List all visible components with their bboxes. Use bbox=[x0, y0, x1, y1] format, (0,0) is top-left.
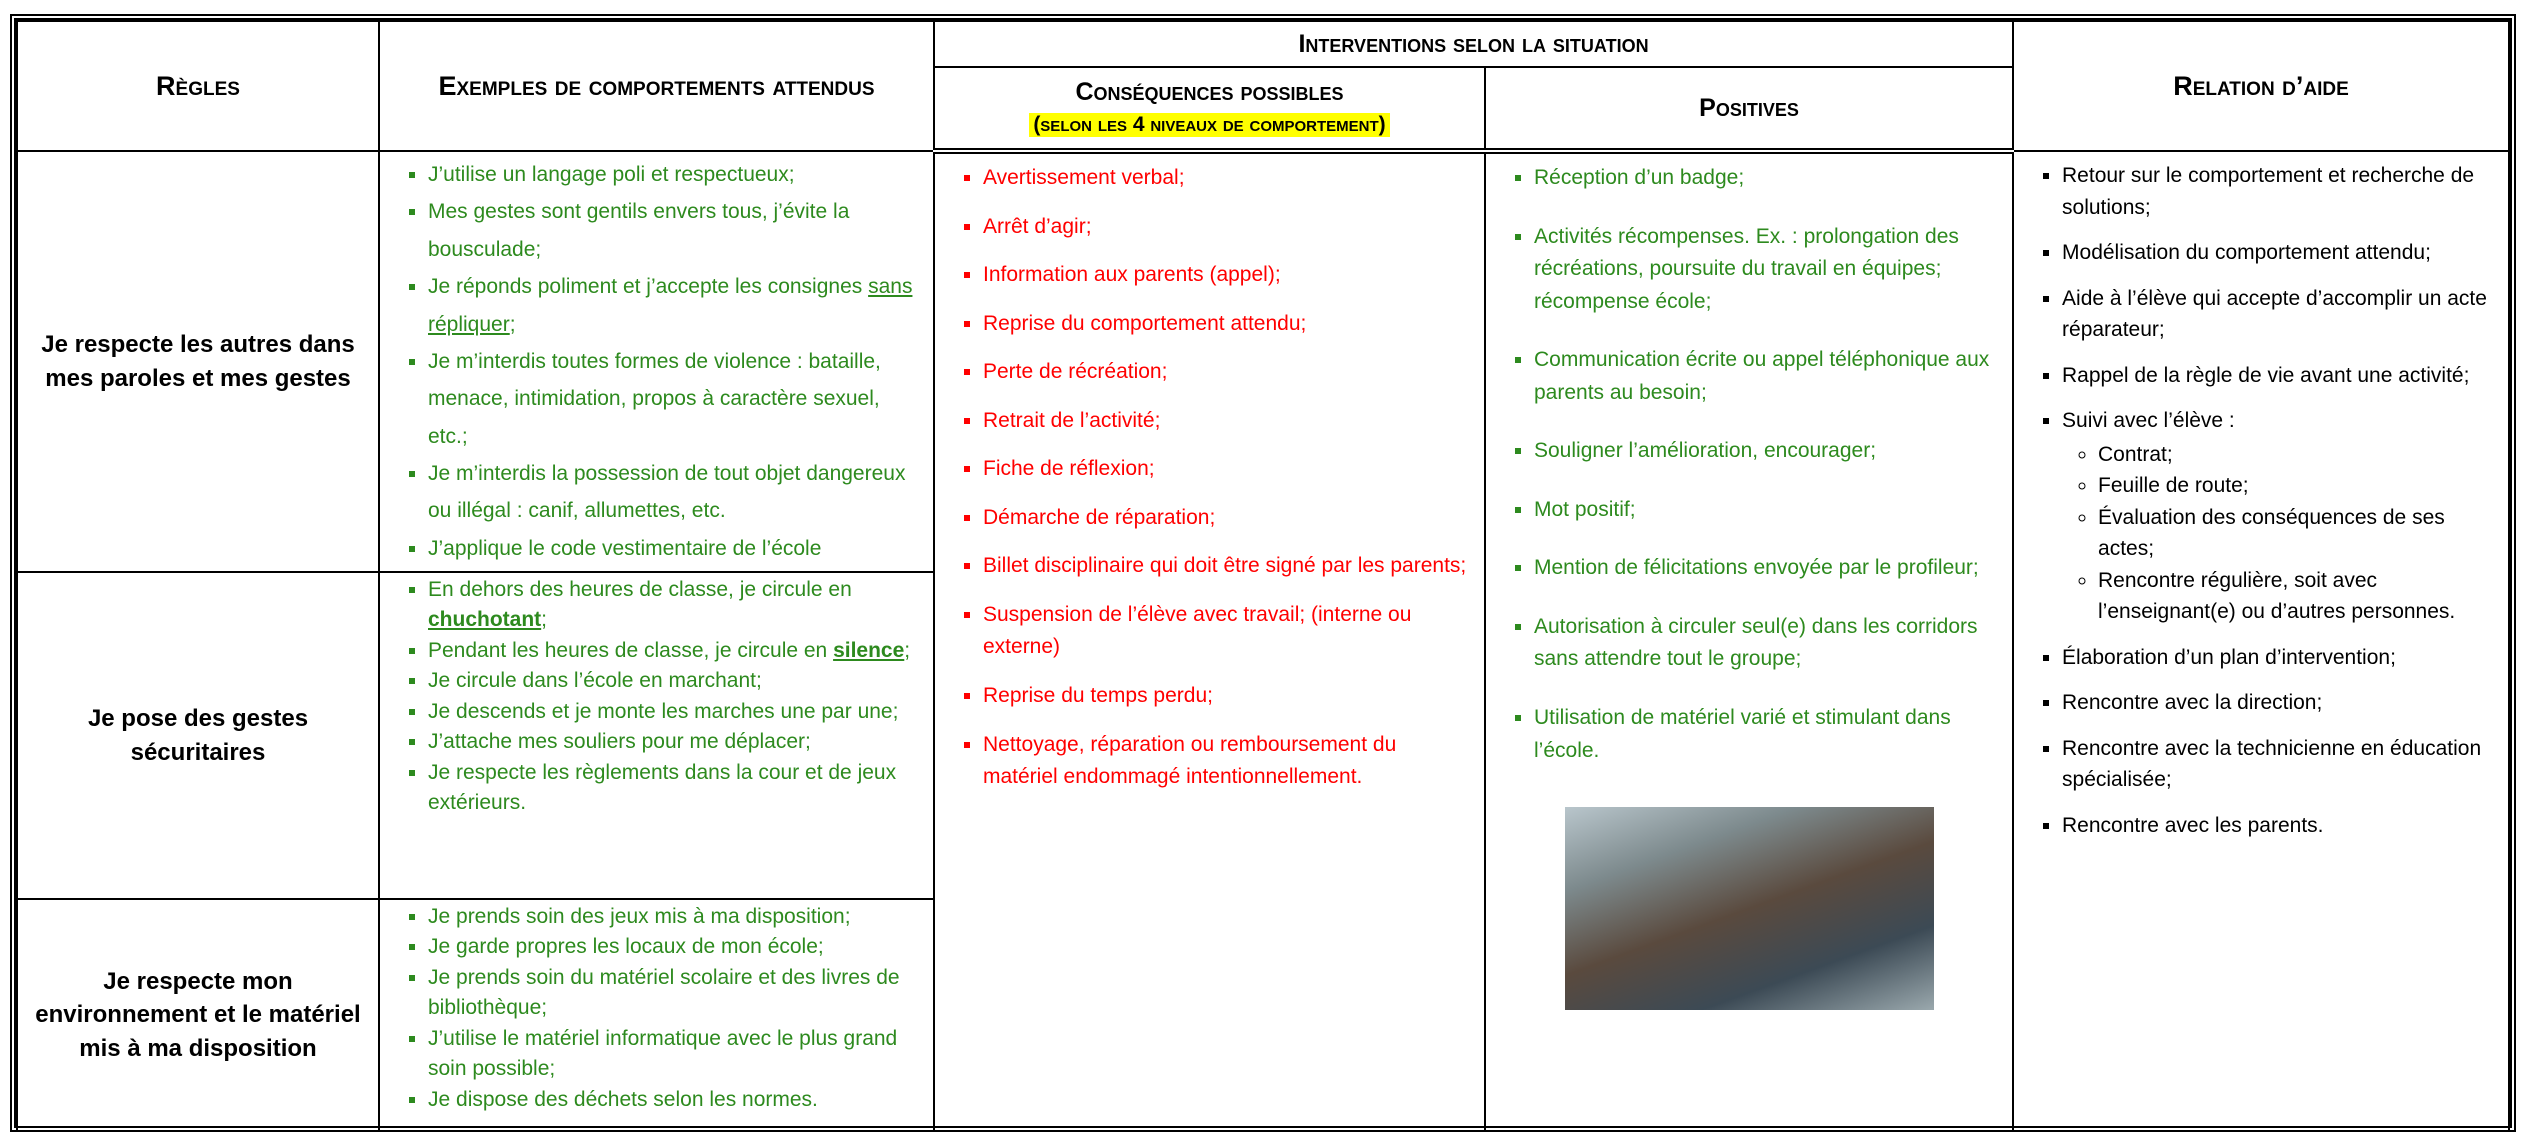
item-text: En dehors des heures de classe, je circu… bbox=[428, 578, 852, 601]
list-item: Avertissement verbal; bbox=[983, 162, 1472, 195]
list-item: Pendant les heures de classe, je circule… bbox=[428, 636, 921, 666]
positives-cell: Réception d’un badge; Activités récompens… bbox=[1483, 150, 2015, 1132]
list-item: Je garde propres les locaux de mon école… bbox=[428, 932, 921, 962]
list-item: Modélisation du comportement attendu; bbox=[2062, 237, 2496, 269]
classroom-photo bbox=[1564, 807, 1934, 1011]
list-item: Perte de récréation; bbox=[983, 356, 1472, 389]
list-item: Élaboration d’un plan d’intervention; bbox=[2062, 642, 2496, 674]
list-item: J’utilise le matériel informatique avec … bbox=[428, 1024, 921, 1085]
list-item: J’utilise un langage poli et respectueux… bbox=[428, 156, 921, 193]
header-cell: Relation d’aide bbox=[2012, 20, 2510, 152]
examples-cell: Je prends soin des jeux mis à ma disposi… bbox=[378, 898, 935, 1132]
header-cell: Positives bbox=[1483, 66, 2015, 154]
list-item: Fiche de réflexion; bbox=[983, 453, 1472, 486]
bullet-list: J’utilise un langage poli et respectueux… bbox=[381, 153, 932, 567]
body-row: Je respecte mon environnement et le maté… bbox=[16, 898, 2509, 1132]
document: Règles Exemples de comportements attendu… bbox=[10, 14, 2516, 1132]
list-item: Rencontre avec les parents. bbox=[2062, 810, 2496, 842]
consequences-cell: Avertissement verbal; Arrêt d’agir; Inform… bbox=[933, 150, 1486, 1132]
sub-item: Feuille de route; bbox=[2098, 470, 2484, 502]
list-item: Je circule dans l’école en marchant; bbox=[428, 666, 921, 696]
list-item: Je descends et je monte les marches une … bbox=[428, 697, 921, 727]
header-cell: Règles bbox=[16, 20, 380, 152]
list-item: Rappel de la règle de vie avant une acti… bbox=[2062, 360, 2496, 392]
header-cell: Interventions selon la situation bbox=[932, 20, 2015, 68]
item-text: ; bbox=[541, 608, 548, 632]
list-item: Je prends soin du matériel scolaire et d… bbox=[428, 963, 921, 1024]
list-item: Je prends soin des jeux mis à ma disposi… bbox=[428, 902, 921, 932]
examples-cell: J’utilise un langage poli et respectueux… bbox=[378, 150, 935, 573]
list-item: En dehors des heures de classe, je circu… bbox=[428, 575, 921, 636]
list-item: Souligner l’amélioration, encourager; bbox=[1534, 435, 2000, 468]
body-row: Je respecte les autres dans mes paroles … bbox=[16, 150, 2510, 1132]
header-cell: Exemples de comportements attendus bbox=[378, 20, 935, 152]
header-cell: Conséquences possibles (selon les 4 nive… bbox=[933, 66, 1486, 154]
list-item: Démarche de réparation; bbox=[983, 502, 1472, 535]
header-note: (selon les 4 niveaux de comportement) bbox=[1029, 113, 1390, 137]
list-item: Reprise du temps perdu; bbox=[983, 680, 1472, 713]
body-row: Je pose des gestes sécuritaires En dehors… bbox=[16, 571, 2509, 900]
list-item: Rencontre avec la technicienne en éducat… bbox=[2062, 733, 2496, 796]
item-text: Pendant les heures de classe, je circule… bbox=[428, 638, 834, 662]
list-item: Suspension de l’élève avec travail; (int… bbox=[983, 599, 1472, 664]
list-item: Suivi avec l’élève : Contrat;Feuille de r… bbox=[2062, 405, 2496, 628]
item-text: ; bbox=[509, 312, 516, 336]
rule-cell: Je respecte mon environnement et le maté… bbox=[16, 898, 380, 1132]
emphasized-text: chuchotant bbox=[428, 608, 542, 632]
list-item: Réception d’un badge; bbox=[1534, 162, 2000, 195]
bullet-list: Avertissement verbal; Arrêt d’agir; Inform… bbox=[936, 154, 1483, 794]
emphasized-text: sans répliquer bbox=[428, 275, 913, 336]
list-item: Mes gestes sont gentils envers tous, j’é… bbox=[428, 193, 921, 268]
list-item: Billet disciplinaire qui doit être signé… bbox=[983, 550, 1472, 583]
list-item: Reprise du comportement attendu; bbox=[983, 308, 1472, 341]
list-item: Information aux parents (appel); bbox=[983, 259, 1472, 292]
list-item: Nettoyage, réparation ou remboursement d… bbox=[983, 729, 1472, 794]
list-item: Je m’interdis toutes formes de violence … bbox=[428, 343, 921, 455]
list-item: Je dispose des déchets selon les normes. bbox=[428, 1085, 921, 1115]
rules-table: Règles Exemples de comportements attendu… bbox=[16, 20, 2510, 1132]
header-row: Règles Exemples de comportements attendu… bbox=[16, 20, 2510, 152]
list-item: Mention de félicitations envoyée par le … bbox=[1534, 552, 2000, 585]
bullet-list: Je prends soin des jeux mis à ma disposi… bbox=[381, 901, 932, 1115]
sub-item: Évaluation des conséquences de ses actes… bbox=[2098, 502, 2484, 565]
list-item: Communication écrite ou appel téléphoniq… bbox=[1534, 344, 2000, 409]
rule-cell: Je respecte les autres dans mes paroles … bbox=[16, 150, 380, 573]
list-item: Je réponds poliment et j’accepte les con… bbox=[428, 268, 921, 343]
item-text: Je réponds poliment et j’accepte les con… bbox=[428, 275, 869, 299]
list-item: Activités récompenses. Ex. : prolongatio… bbox=[1534, 221, 2000, 319]
list-item: Retour sur le comportement et recherche … bbox=[2062, 160, 2496, 223]
list-item: Rencontre avec la direction; bbox=[2062, 687, 2496, 719]
list-item: Arrêt d’agir; bbox=[983, 211, 1472, 244]
list-item: J’applique le code vestimentaire de l’éc… bbox=[428, 530, 921, 567]
examples-cell: En dehors des heures de classe, je circu… bbox=[378, 571, 935, 900]
sub-list: Contrat;Feuille de route;Évaluation des … bbox=[2062, 439, 2496, 628]
header-row: Conséquences possibles (selon les 4 nive… bbox=[17, 66, 2509, 154]
list-item: Mot positif; bbox=[1534, 494, 2000, 527]
item-text: ; bbox=[904, 638, 911, 662]
list-item: Je respecte les règlements dans la cour … bbox=[428, 758, 921, 819]
emphasized-text: silence bbox=[833, 638, 905, 662]
list-item: Utilisation de matériel varié et stimula… bbox=[1534, 702, 2000, 767]
header-text: Conséquences possibles bbox=[1075, 78, 1344, 106]
sub-item: Contrat; bbox=[2098, 439, 2484, 471]
list-item: Autorisation à circuler seul(e) dans les… bbox=[1534, 611, 2000, 676]
bullet-list: Réception d’un badge; Activités récompens… bbox=[1487, 154, 2011, 767]
rule-cell: Je pose des gestes sécuritaires bbox=[16, 571, 380, 900]
relation-cell: Retour sur le comportement et recherche … bbox=[2012, 150, 2510, 1132]
item-text: Suivi avec l’élève : bbox=[2062, 409, 2235, 432]
list-item: Je m’interdis la possession de tout obje… bbox=[428, 455, 921, 530]
bullet-list: Retour sur le comportement et recherche … bbox=[2015, 153, 2507, 842]
sub-item: Rencontre régulière, soit avec l’enseign… bbox=[2098, 565, 2484, 628]
list-item: Aide à l’élève qui accepte d’accomplir u… bbox=[2062, 283, 2496, 346]
list-item: Retrait de l’activité; bbox=[983, 405, 1472, 438]
list-item: J’attache mes souliers pour me déplacer; bbox=[428, 727, 921, 757]
bullet-list: En dehors des heures de classe, je circu… bbox=[381, 574, 932, 819]
